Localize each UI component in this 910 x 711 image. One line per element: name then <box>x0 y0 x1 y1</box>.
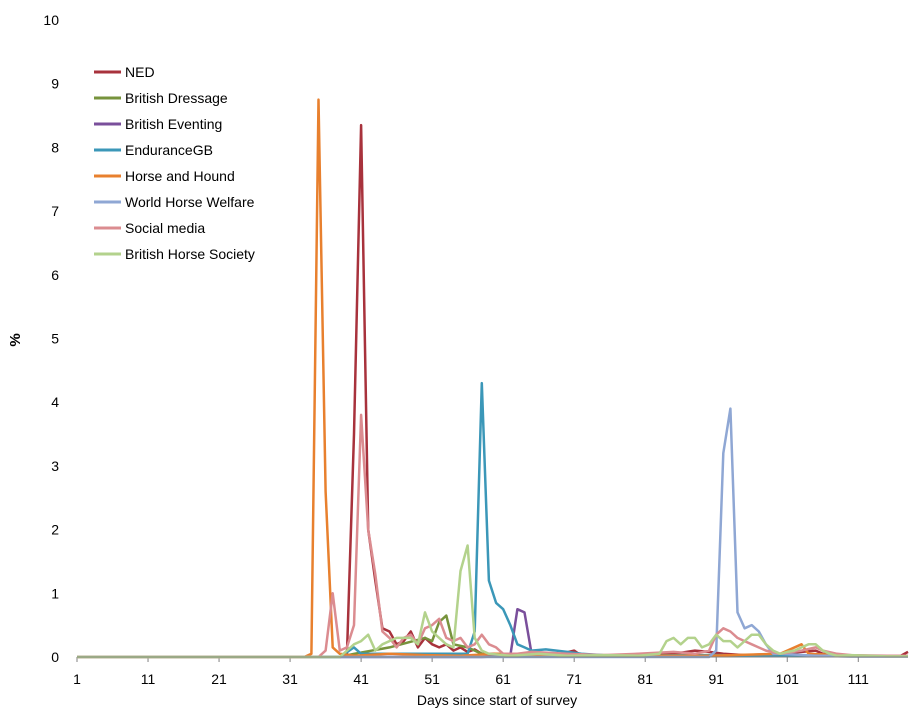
x-tick-label: 61 <box>495 671 511 687</box>
legend-label: Social media <box>125 220 205 236</box>
series-line-endurancegb <box>77 381 908 659</box>
legend-label: British Horse Society <box>125 246 255 262</box>
legend-label: Horse and Hound <box>125 168 235 184</box>
y-tick-label: 6 <box>51 267 59 283</box>
x-tick-label: 111 <box>848 671 869 687</box>
legend-label: EnduranceGB <box>125 142 213 158</box>
x-tick-label: 21 <box>211 671 227 687</box>
legend: NED British Dressage British Eventing Endur… <box>94 64 255 262</box>
series-line-social-media <box>77 413 908 659</box>
x-tick-label: 91 <box>708 671 724 687</box>
y-tick-label: 5 <box>51 331 59 347</box>
x-tick-label: 101 <box>776 671 800 687</box>
x-tick-label: 71 <box>566 671 582 687</box>
y-tick-label: 0 <box>51 649 59 665</box>
series-lines <box>77 98 909 659</box>
y-tick-label: 9 <box>51 76 59 92</box>
y-tick-label: 1 <box>51 585 59 601</box>
y-axis-title: % <box>7 333 24 346</box>
x-tick-label: 11 <box>141 671 156 687</box>
series-line-world-horse-welfare <box>77 407 908 659</box>
series-line-british-horse-society <box>77 544 908 659</box>
legend-label: World Horse Welfare <box>125 194 255 210</box>
series-line-british-eventing <box>77 607 908 659</box>
y-tick-label: 8 <box>51 139 59 155</box>
y-axis-ticks: 0 1 2 3 4 5 6 7 8 9 10 <box>43 12 59 665</box>
y-tick-label: 7 <box>51 203 59 219</box>
legend-label: NED <box>125 64 155 80</box>
x-tick-label: 81 <box>637 671 653 687</box>
series-line-british-dressage <box>77 614 908 659</box>
x-tick-label: 41 <box>353 671 369 687</box>
x-axis-ticks: 1 11 21 31 41 51 61 71 81 91 101 111 <box>73 657 869 687</box>
y-tick-label: 4 <box>51 394 59 410</box>
y-tick-label: 3 <box>51 458 59 474</box>
x-tick-label: 51 <box>424 671 440 687</box>
y-tick-label: 2 <box>51 522 59 538</box>
series-line-horse-and-hound <box>77 98 908 659</box>
legend-label: British Dressage <box>125 90 228 106</box>
x-tick-label: 1 <box>73 671 81 687</box>
y-tick-label: 10 <box>43 12 59 28</box>
legend-label: British Eventing <box>125 116 222 132</box>
x-axis-title: Days since start of survey <box>417 692 577 708</box>
x-tick-label: 31 <box>282 671 298 687</box>
